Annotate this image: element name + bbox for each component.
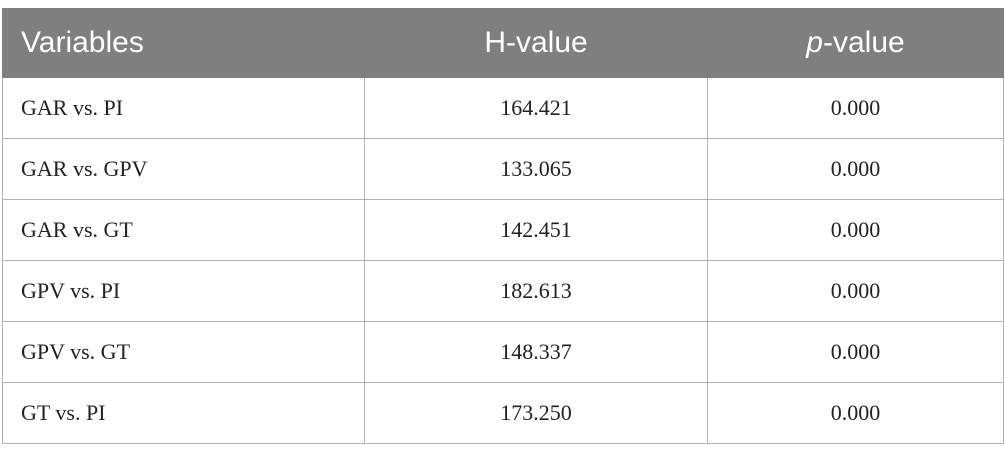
table-row: GAR vs. PI 164.421 0.000 bbox=[2, 77, 1004, 139]
cell-value: 182.613 bbox=[364, 260, 708, 322]
table-row: GPV vs. PI 182.613 0.000 bbox=[2, 260, 1004, 322]
row-label: GPV vs. PI bbox=[2, 260, 365, 322]
cell-value: 0.000 bbox=[707, 77, 1004, 139]
cell-value: 142.451 bbox=[364, 199, 708, 261]
cell-value: 0.000 bbox=[707, 260, 1004, 322]
table-header: Variables H-value p-value bbox=[2, 8, 1004, 78]
table-body: GAR vs. PI 164.421 0.000 GAR vs. GPV 133.065… bbox=[2, 77, 1004, 444]
row-label: GT vs. PI bbox=[2, 382, 365, 444]
cell-value: 173.250 bbox=[364, 382, 708, 444]
column-header: p-value bbox=[707, 8, 1004, 78]
row-label: GAR vs. PI bbox=[2, 77, 365, 139]
header-row: Variables H-value p-value bbox=[2, 8, 1004, 78]
table-row: GPV vs. GT 148.337 0.000 bbox=[2, 321, 1004, 383]
column-header: H-value bbox=[364, 8, 708, 78]
column-header: Variables bbox=[2, 8, 365, 78]
row-label: GAR vs. GT bbox=[2, 199, 365, 261]
table-row: GAR vs. GPV 133.065 0.000 bbox=[2, 138, 1004, 200]
table-row: GAR vs. GT 142.451 0.000 bbox=[2, 199, 1004, 261]
row-label: GPV vs. GT bbox=[2, 321, 365, 383]
cell-value: 0.000 bbox=[707, 199, 1004, 261]
cell-value: 0.000 bbox=[707, 321, 1004, 383]
row-label: GAR vs. GPV bbox=[2, 138, 365, 200]
cell-value: 0.000 bbox=[707, 138, 1004, 200]
cell-value: 148.337 bbox=[364, 321, 708, 383]
cell-value: 0.000 bbox=[707, 382, 1004, 444]
results-table: Variables H-value p-value GAR vs. PI 164.… bbox=[2, 8, 1004, 444]
cell-value: 164.421 bbox=[364, 77, 708, 139]
table-row: GT vs. PI 173.250 0.000 bbox=[2, 382, 1004, 444]
cell-value: 133.065 bbox=[364, 138, 708, 200]
